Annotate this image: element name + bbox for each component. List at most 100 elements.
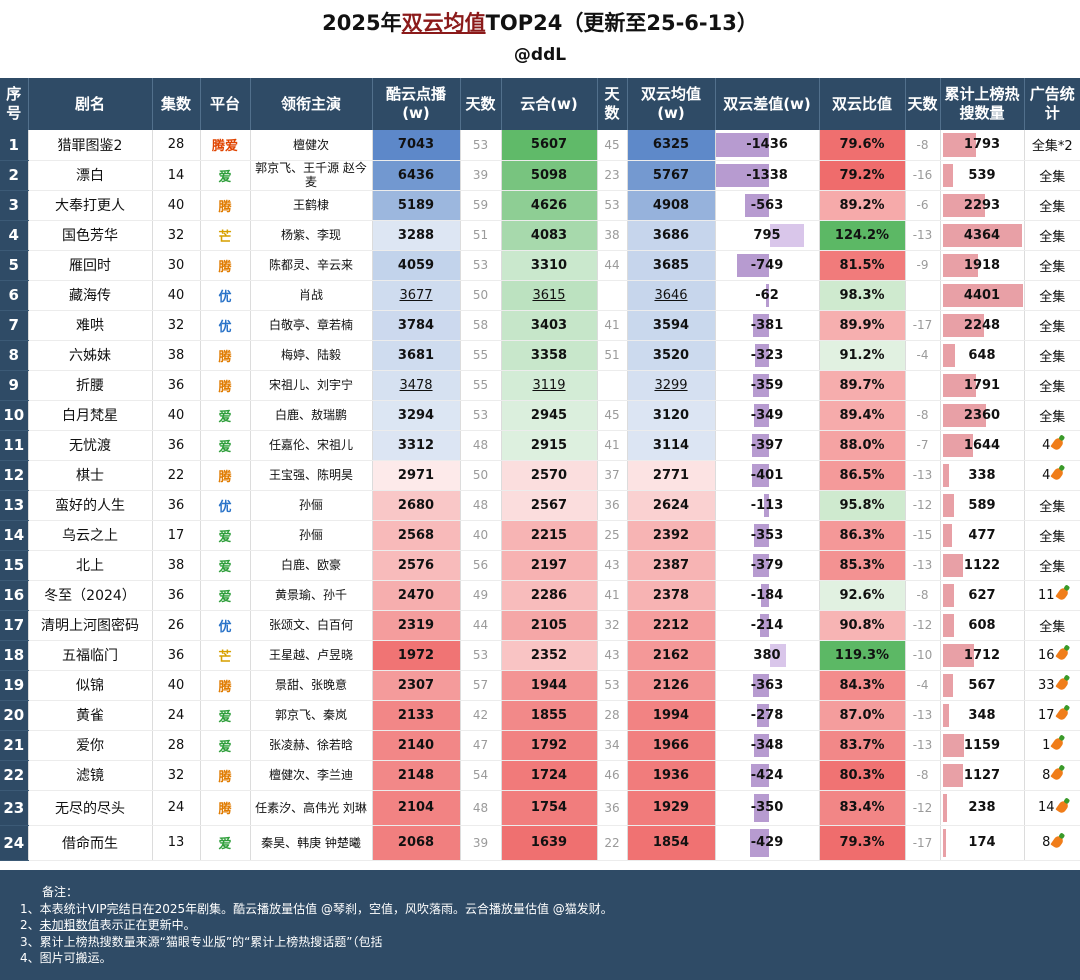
yunhe-views: 5607 — [500, 130, 597, 161]
hot-search-count: 1122 — [939, 550, 1024, 581]
hot-search-count: 539 — [939, 160, 1024, 191]
average-views: 3114 — [626, 430, 715, 461]
yunhe-views: 1724 — [500, 760, 597, 791]
lead-actors: 张颂文、白百何 — [249, 610, 372, 641]
average-views: 3520 — [626, 340, 715, 371]
ad-count: 全集 — [1023, 310, 1080, 341]
ad-count: 8 — [1023, 760, 1080, 791]
note-1: 1、本表统计VIP完结日在2025年剧集。酷云播放量估值 @琴刹，空值，风吹落雨… — [20, 901, 613, 916]
note-2: 2、未加粗数值表示正在更新中。 — [20, 918, 196, 932]
kuyun-views: 2568 — [371, 520, 460, 551]
episode-count: 32 — [151, 310, 200, 341]
kuyun-days: 58 — [459, 310, 501, 341]
row-index: 11 — [0, 430, 28, 461]
platform-badge: 腾 — [199, 459, 250, 491]
kuyun-views: 2068 — [371, 825, 460, 861]
lead-actors: 陈都灵、辛云来 — [249, 250, 372, 281]
lead-actors: 孙俪 — [249, 520, 372, 551]
difference-value: -113 — [714, 490, 819, 521]
lead-actors: 肖战 — [249, 280, 372, 311]
row-index: 18 — [0, 640, 28, 671]
ratio-value: 83.7% — [818, 730, 905, 761]
average-views: 2387 — [626, 550, 715, 581]
ad-count: 16 — [1023, 640, 1080, 671]
table-row: 7 难哄 32 优白敬亭、章若楠 3784 58 3403 41 3594 -381 89.9% -1… — [0, 310, 1080, 341]
lead-actors: 郭京飞、秦岚 — [249, 699, 372, 731]
hot-search-count: 238 — [939, 790, 1024, 826]
episode-count: 40 — [151, 670, 200, 701]
ad-count: 全集 — [1023, 520, 1080, 551]
hot-search-count: 2248 — [939, 310, 1024, 341]
ratio-days: -13 — [904, 699, 940, 731]
header-ads: 广告统计 — [1023, 78, 1080, 130]
average-views: 2162 — [626, 640, 715, 671]
lead-actors: 宋祖儿、刘宇宁 — [249, 370, 372, 401]
kuyun-views: 3294 — [371, 400, 460, 431]
ratio-days: -12 — [904, 610, 940, 641]
drama-title: 大奉打更人 — [27, 190, 152, 221]
ratio-value: 92.6% — [818, 580, 905, 611]
yunhe-views: 2286 — [500, 580, 597, 611]
average-views: 1994 — [626, 699, 715, 731]
kuyun-views: 2148 — [371, 760, 460, 791]
average-views: 1966 — [626, 730, 715, 761]
header-kuyun-days: 天数 — [459, 78, 501, 130]
ratio-days: -13 — [904, 730, 940, 761]
ratio-days: -17 — [904, 825, 940, 861]
yunhe-days: 37 — [596, 459, 627, 491]
ratio-days: -7 — [904, 430, 940, 461]
table-row: 9 折腰 36 腾宋祖儿、刘宇宁 3478 55 3119 3299 -359 89.7% 1791… — [0, 370, 1080, 401]
platform-badge: 芒 — [199, 219, 250, 251]
drama-title: 黄雀 — [27, 699, 152, 731]
yunhe-views: 5098 — [500, 160, 597, 191]
lead-actors: 梅婷、陆毅 — [249, 340, 372, 371]
yunhe-days — [596, 370, 627, 401]
ad-count: 全集 — [1023, 160, 1080, 191]
average-views: 2624 — [626, 490, 715, 521]
ranking-table: 序号 剧名 集数 平台 领衔主演 酷云点播(w) 天数 云合(w) 天数 双云均值(w) 双云差值(… — [0, 78, 1080, 861]
carrot-icon — [1054, 706, 1070, 722]
note-4: 4、图片可搬运。 — [20, 951, 112, 965]
title-highlight: 双云均值 — [401, 11, 486, 35]
carrot-icon — [1054, 676, 1070, 692]
ratio-days — [904, 280, 940, 311]
yunhe-views: 4626 — [500, 190, 597, 221]
ratio-value: 83.4% — [818, 790, 905, 826]
header-ratio: 双云比值 — [818, 78, 905, 130]
platform-badge: 腾 — [199, 340, 250, 371]
drama-title: 无尽的尽头 — [27, 790, 152, 826]
ad-count: 11 — [1023, 580, 1080, 611]
ratio-days: -17 — [904, 310, 940, 341]
yunhe-days: 36 — [596, 790, 627, 826]
table-row: 15 北上 38 爱白鹿、欧豪 2576 56 2197 43 2387 -379 85.3% -13… — [0, 550, 1080, 581]
lead-actors: 白鹿、敖瑞鹏 — [249, 400, 372, 431]
kuyun-days: 57 — [459, 670, 501, 701]
ad-count: 33 — [1023, 670, 1080, 701]
kuyun-views: 7043 — [371, 130, 460, 161]
table-row: 23 无尽的尽头 24 腾任素汐、高伟光 刘琳 2104 48 1754 36 1929 -350… — [0, 790, 1080, 826]
table-row: 1 猎罪图鉴2 28 腾爱 檀健次 7043 53 5607 45 6325 -1436 79.6% -… — [0, 130, 1080, 161]
header-yunhe-days: 天数 — [596, 78, 627, 130]
hot-search-count: 174 — [939, 825, 1024, 861]
carrot-icon — [1050, 766, 1066, 782]
episode-count: 40 — [151, 400, 200, 431]
yunhe-views: 3119 — [500, 370, 597, 401]
difference-value: -1338 — [714, 160, 819, 191]
drama-title: 北上 — [27, 550, 152, 581]
row-index: 15 — [0, 550, 28, 581]
ratio-value: 124.2% — [818, 219, 905, 251]
ratio-value: 86.3% — [818, 520, 905, 551]
platform-badge: 爱 — [199, 160, 250, 191]
hot-search-count: 2293 — [939, 190, 1024, 221]
table-row: 2 漂白 14 爱郭京飞、王千源 赵今麦 6436 39 5098 23 5767 -1338 79… — [0, 160, 1080, 191]
carrot-icon — [1050, 466, 1066, 482]
kuyun-days: 48 — [459, 430, 501, 461]
average-views: 2378 — [626, 580, 715, 611]
hot-search-count: 477 — [939, 520, 1024, 551]
difference-value: -401 — [714, 459, 819, 491]
yunhe-days: 41 — [596, 310, 627, 341]
table-row: 16 冬至（2024） 36 爱黄景瑜、孙千 2470 49 2286 41 2378 -184 9… — [0, 580, 1080, 611]
hot-search-count: 4364 — [939, 219, 1024, 251]
difference-value: -323 — [714, 340, 819, 371]
difference-value: -350 — [714, 790, 819, 826]
